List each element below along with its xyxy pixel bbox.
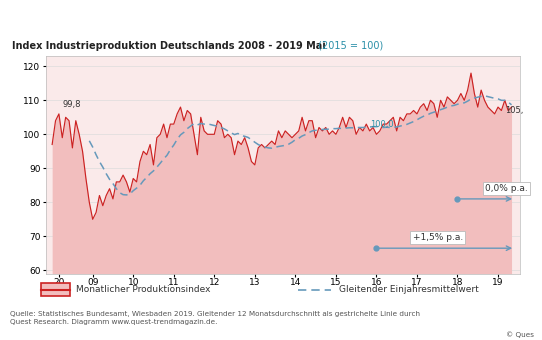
Text: 100,0: 100,0 [370,120,394,129]
Text: 0,0% p.a.: 0,0% p.a. [485,184,528,193]
Text: © Ques: © Ques [506,332,534,338]
Text: (2015 = 100): (2015 = 100) [315,41,384,51]
Text: +1,5% p.a.: +1,5% p.a. [412,233,463,242]
Text: Quelle: Statistisches Bundesamt, Wiesbaden 2019. Gleitender 12 Monatsdurchschnit: Quelle: Statistisches Bundesamt, Wiesbad… [10,311,420,325]
Text: Gleitender Einjahresmittelwert: Gleitender Einjahresmittelwert [339,285,479,294]
Text: 99,8: 99,8 [62,100,81,109]
Bar [41,284,70,296]
Text: Industrieproduktion wächst seit 2016 um 1,5% p.a., stagniert aber seit 2018: Industrieproduktion wächst seit 2016 um … [4,18,474,28]
Text: Monatlicher Produktionsindex: Monatlicher Produktionsindex [76,285,210,294]
Text: 105,: 105, [505,106,524,115]
Text: Index Industrieproduktion Deutschlands 2008 - 2019 Mai: Index Industrieproduktion Deutschlands 2… [12,41,326,51]
